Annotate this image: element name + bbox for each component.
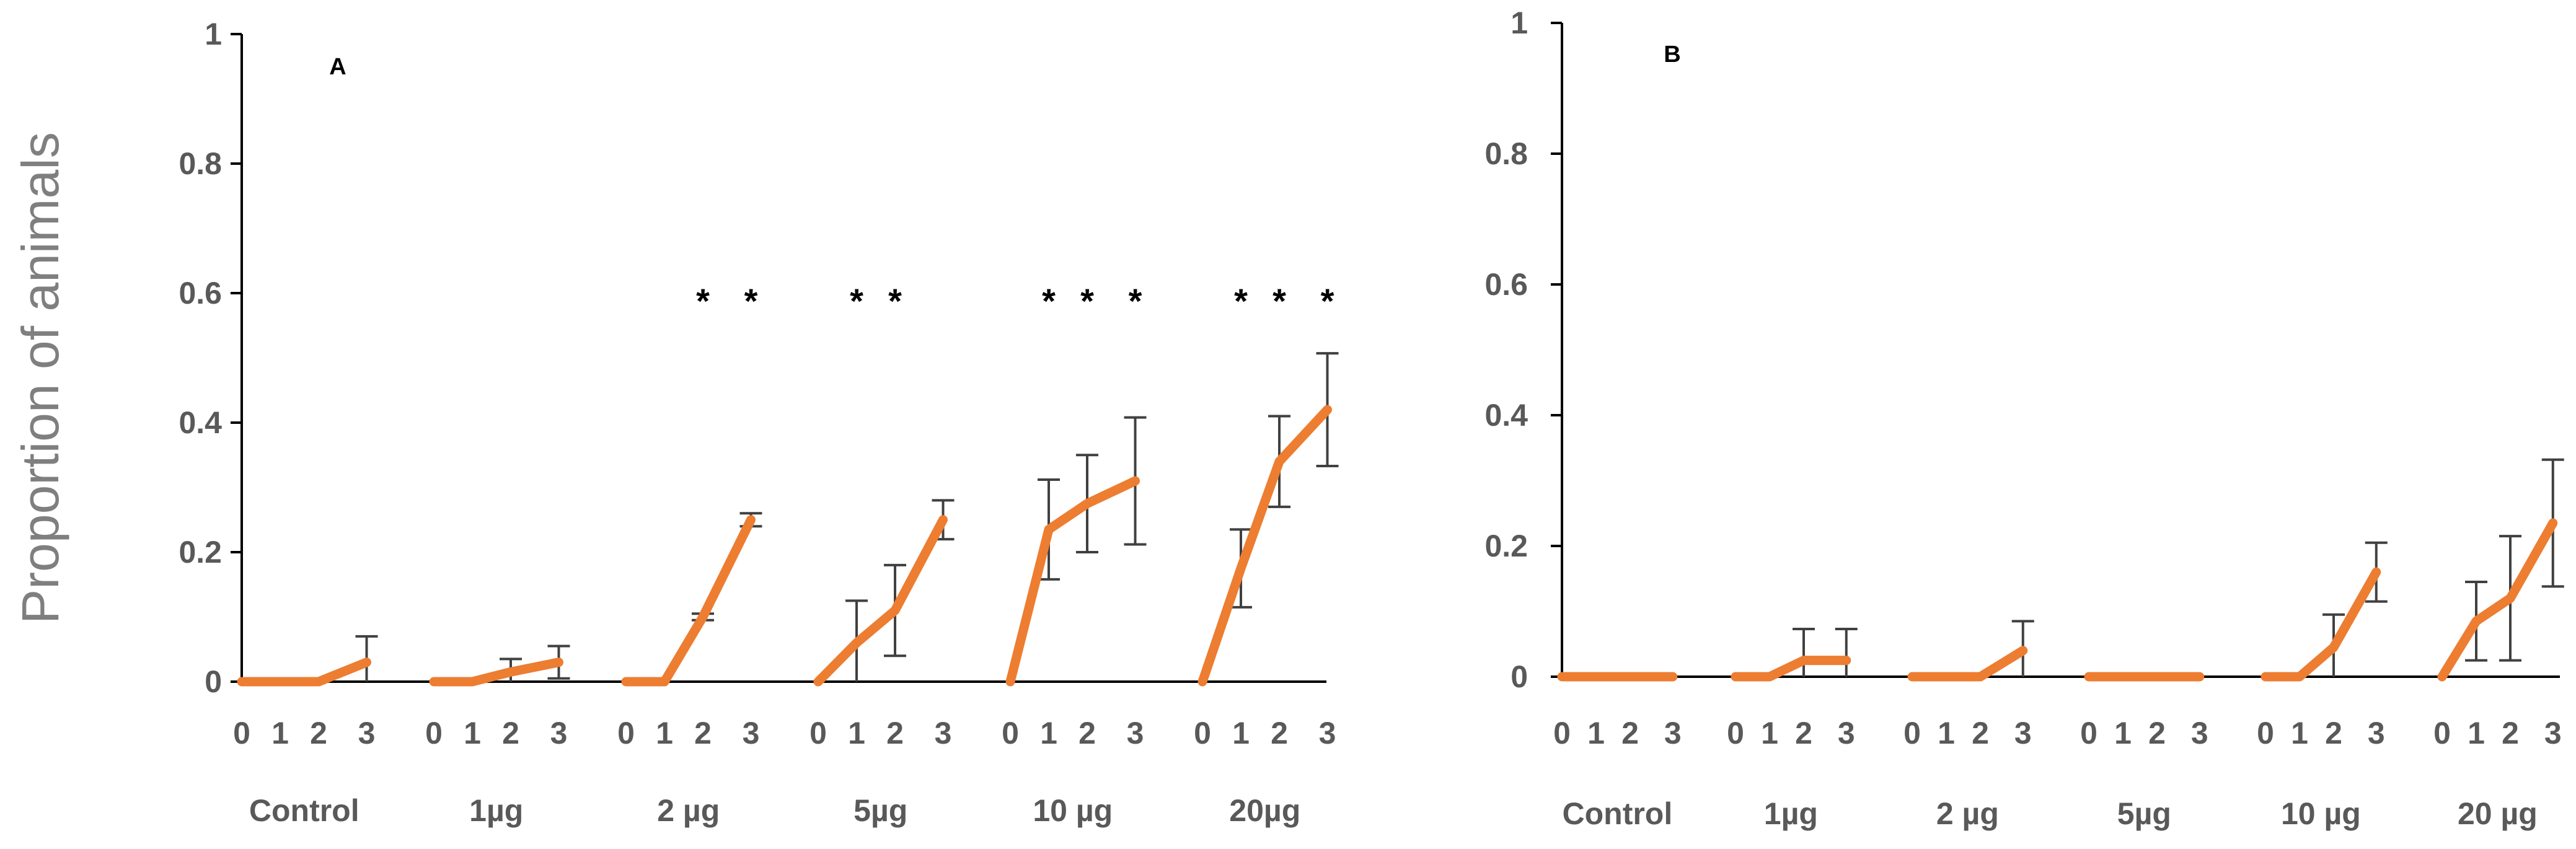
panel-a-group-3-x-tick-label: 1	[848, 716, 865, 750]
panel-b-group-0-category-label: Control	[1563, 796, 1673, 831]
panel-b-group-1-series-line	[1731, 656, 1851, 682]
panel-b-y-tick-label: 0.2	[1484, 529, 1528, 563]
panel-a-y-tick-label: 1	[205, 17, 222, 51]
panel-a-group-1-category-label: 1µg	[469, 793, 523, 828]
panel-a-group-0-x-tick-label: 2	[310, 716, 327, 750]
panel-b-group-2-x-tick-label: 3	[2014, 716, 2032, 750]
panel-b-y-tick-label: 0.8	[1484, 136, 1528, 171]
panel-b-group-4-x-tick-label: 3	[2368, 716, 2385, 750]
panel-b-group-5-x-tick-label: 1	[2468, 716, 2485, 750]
panel-b-group-2-x-tick-label: 0	[1903, 716, 1921, 750]
panel-b-group-3-x-tick-label: 3	[2191, 716, 2208, 750]
panel-a-y-tick-label: 0	[205, 664, 222, 699]
panel-a-group-1-x-tick-label: 2	[502, 716, 519, 750]
panel-a-group-2-category-label: 2 µg	[657, 793, 720, 828]
panel-a-group-3-category-label: 5µg	[854, 793, 907, 828]
panel-b-group-0-x-tick-label: 1	[1587, 716, 1605, 750]
panel-b-group-2-category-label: 2 µg	[1936, 796, 1999, 831]
panel-b-group-1-category-label: 1µg	[1764, 796, 1818, 831]
panel-b-group-4-x-tick-label: 2	[2325, 716, 2342, 750]
panel-b-y-tick-label: 0.4	[1484, 398, 1528, 433]
panel-b-y-tick-label: 0.6	[1484, 267, 1528, 302]
panel-b-group-2-x-tick-label: 1	[1938, 716, 1955, 750]
panel-a-group-2-x-tick-label: 1	[656, 716, 673, 750]
panel-a-group-5-x-tick-label: 2	[1271, 716, 1288, 750]
panel-b-group-2-x-tick-label: 2	[1972, 716, 1989, 750]
panel-b-group-3-x-tick-label: 1	[2114, 716, 2132, 750]
panel-b-group-0-x-tick-label: 3	[1664, 716, 1682, 750]
panel-a-group-4-x-tick-label: 0	[1002, 716, 1019, 750]
panel-a-group-5-category-label: 20µg	[1229, 793, 1300, 828]
panel-b-group-3-x-tick-label: 2	[2148, 716, 2166, 750]
panel-b-group-4-x-tick-label: 0	[2257, 716, 2274, 750]
panel-a-group-0-x-tick-label: 1	[271, 716, 289, 750]
panel-b-group-5-x-tick-label: 0	[2433, 716, 2451, 750]
panel-b-group-1-x-tick-label: 3	[1838, 716, 1855, 750]
panel-a-group-2-x-tick-label: 0	[617, 716, 635, 750]
panel-a-group-2-significance-star: *	[744, 281, 758, 320]
panel-a-group-4-x-tick-label: 3	[1127, 716, 1144, 750]
panel-a-group-0-x-tick-label: 3	[358, 716, 376, 750]
y-axis-title: Proportion of animals	[11, 132, 69, 624]
panel-a-group-1-x-tick-label: 3	[550, 716, 568, 750]
panel-a-group-4-significance-star: *	[1042, 281, 1056, 320]
panel-a-group-2-x-tick-label: 3	[743, 716, 760, 750]
panel-a-y-tick-label: 0.6	[179, 276, 222, 310]
panel-a-y-tick-label: 0.2	[179, 535, 222, 570]
panel-a-group-3-x-tick-label: 2	[886, 716, 904, 750]
panel-a-group-5-significance-star: *	[1273, 281, 1286, 320]
panel-a-group-0-category-label: Control	[249, 793, 359, 828]
panel-a-group-3-series-line	[813, 515, 948, 687]
panel-a-group-3-x-tick-label: 3	[935, 716, 952, 750]
panel-a-group-5-series-line	[1198, 405, 1332, 687]
panel-b-y-tick-label: 0	[1511, 659, 1528, 694]
panel-b-group-3-x-tick-label: 0	[2080, 716, 2097, 750]
panel-a-group-4-category-label: 10 µg	[1033, 793, 1113, 828]
panel-a-y-tick-label: 0.8	[179, 146, 222, 181]
panel-a-group-1-series-line	[429, 658, 563, 687]
panel-a-group-5-x-tick-label: 1	[1232, 716, 1250, 750]
panel-a-group-4-series-line	[1005, 476, 1140, 687]
panel-b-group-5-x-tick-label: 2	[2502, 716, 2519, 750]
panel-a-group-3-significance-star: *	[888, 281, 902, 320]
panel-a-group-5-significance-star: *	[1234, 281, 1248, 320]
panel-a-group-2-x-tick-label: 2	[694, 716, 712, 750]
panel-a-group-5-significance-star: *	[1321, 281, 1334, 320]
panel-b-group-4-category-label: 10 µg	[2281, 796, 2361, 831]
panel-a-group-0-x-tick-label: 0	[233, 716, 250, 750]
panel-a-group-5-x-tick-label: 3	[1319, 716, 1336, 750]
panel-a-group-2-series-line	[621, 515, 756, 687]
panel-a-group-1-x-tick-label: 0	[425, 716, 443, 750]
panel-a-group-3-significance-star: *	[850, 281, 863, 320]
panel-a-group-1-x-tick-label: 1	[464, 716, 481, 750]
panel-b-panel-label: B	[1664, 42, 1680, 68]
panel-a-group-2-significance-star: *	[696, 281, 710, 320]
panel-b-group-5-x-tick-label: 3	[2544, 716, 2562, 750]
panel-b-group-4-series-line	[2261, 567, 2381, 682]
panel-b-y-tick-label: 1	[1511, 6, 1528, 40]
panel-b-group-5-category-label: 20 µg	[2458, 796, 2538, 831]
panel-b-group-0-x-tick-label: 2	[1621, 716, 1639, 750]
panel-b-group-1-x-tick-label: 1	[1761, 716, 1778, 750]
panel-a-group-3-x-tick-label: 0	[809, 716, 827, 750]
panel-a-group-0-series-line	[237, 658, 371, 687]
panel-b-group-1-x-tick-label: 0	[1727, 716, 1744, 750]
panel-a-group-4-x-tick-label: 2	[1078, 716, 1096, 750]
panel-b-group-4-x-tick-label: 1	[2291, 716, 2308, 750]
panel-b-group-0-x-tick-label: 0	[1553, 716, 1571, 750]
panel-b-group-5-series-line	[2437, 518, 2558, 682]
panel-b-group-1-x-tick-label: 2	[1795, 716, 1812, 750]
panel-a-group-4-significance-star: *	[1129, 281, 1142, 320]
panel-a-panel-label: A	[329, 54, 346, 80]
panel-b-group-3-category-label: 5µg	[2117, 796, 2171, 831]
panel-a-group-4-x-tick-label: 1	[1040, 716, 1057, 750]
panel-a-group-4-significance-star: *	[1080, 281, 1094, 320]
panel-a-group-5-x-tick-label: 0	[1194, 716, 1211, 750]
panel-b-group-2-series-line	[1907, 646, 2028, 682]
panel-a-y-tick-label: 0.4	[179, 405, 222, 440]
